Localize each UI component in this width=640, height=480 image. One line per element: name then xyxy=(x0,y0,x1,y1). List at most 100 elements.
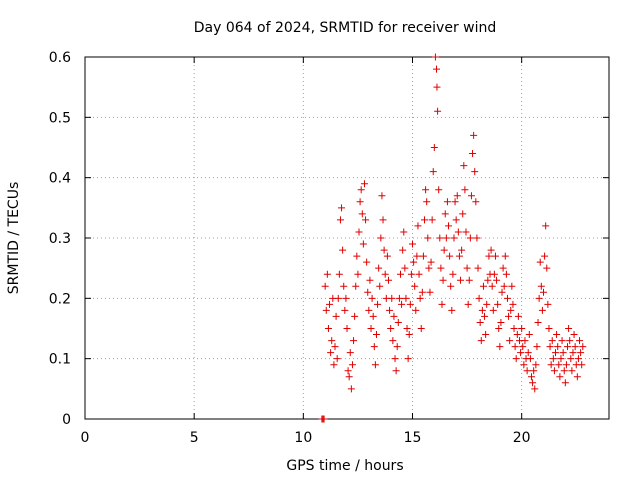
data-point xyxy=(403,325,411,332)
data-point xyxy=(404,355,412,363)
data-point xyxy=(360,180,368,188)
data-point xyxy=(459,210,467,218)
data-point xyxy=(327,349,335,357)
data-point xyxy=(450,234,458,242)
data-point xyxy=(427,258,435,266)
data-point xyxy=(489,306,497,314)
data-point xyxy=(576,337,584,345)
y-tick-label: 0.5 xyxy=(49,110,71,126)
data-point xyxy=(462,228,470,236)
data-point xyxy=(433,65,441,73)
data-point xyxy=(494,300,502,308)
data-point xyxy=(391,355,399,363)
data-point xyxy=(392,367,400,375)
data-point xyxy=(356,198,364,206)
data-point xyxy=(374,300,382,308)
data-point xyxy=(479,282,487,290)
data-point xyxy=(498,288,506,296)
data-point xyxy=(577,349,585,357)
data-point xyxy=(530,367,538,375)
data-point xyxy=(402,294,410,302)
data-point xyxy=(375,264,383,272)
data-point xyxy=(550,367,558,375)
data-point xyxy=(362,216,370,224)
data-point xyxy=(328,337,336,345)
data-point xyxy=(507,306,515,314)
data-point xyxy=(437,264,445,272)
data-point xyxy=(430,144,438,151)
data-point xyxy=(535,294,543,302)
data-point xyxy=(485,252,493,260)
data-point xyxy=(491,252,499,260)
data-point xyxy=(365,306,373,314)
data-point xyxy=(568,367,576,375)
data-point xyxy=(497,318,505,326)
data-point xyxy=(509,300,517,308)
data-point xyxy=(453,192,461,200)
data-point xyxy=(505,312,513,320)
data-point xyxy=(386,306,394,314)
data-point xyxy=(496,343,504,351)
data-point xyxy=(411,282,419,290)
data-point xyxy=(383,252,391,260)
data-point xyxy=(414,222,422,230)
data-point xyxy=(476,318,484,326)
data-point xyxy=(393,343,401,351)
data-point xyxy=(521,337,529,345)
data-point xyxy=(471,168,479,176)
data-point xyxy=(399,246,407,254)
data-points xyxy=(318,53,587,423)
x-axis-label: GPS time / hours xyxy=(286,458,403,474)
data-point xyxy=(560,367,568,375)
data-point xyxy=(335,270,343,278)
data-point xyxy=(567,355,575,363)
data-point xyxy=(355,228,363,236)
data-point xyxy=(543,264,551,272)
data-point xyxy=(552,349,560,357)
data-point xyxy=(416,294,424,302)
data-point xyxy=(574,355,582,363)
data-point xyxy=(415,270,423,278)
data-point xyxy=(409,240,416,248)
data-point xyxy=(331,343,339,351)
data-point xyxy=(323,270,331,278)
data-point xyxy=(463,264,471,272)
data-point xyxy=(418,288,426,296)
data-point xyxy=(371,361,379,369)
data-point xyxy=(358,210,366,218)
data-point xyxy=(341,306,349,314)
data-point xyxy=(339,246,347,254)
data-point xyxy=(364,288,372,296)
data-point xyxy=(435,186,443,194)
data-point xyxy=(556,373,564,381)
data-point xyxy=(429,168,437,176)
data-point xyxy=(544,300,552,308)
data-point xyxy=(531,385,539,393)
data-point xyxy=(484,276,492,284)
data-point xyxy=(493,276,501,284)
data-point xyxy=(394,318,402,326)
y-tick-label: 0.6 xyxy=(49,50,71,66)
data-point xyxy=(517,349,525,357)
data-point xyxy=(547,361,555,369)
data-point xyxy=(473,234,481,242)
data-point xyxy=(336,216,344,224)
data-point xyxy=(340,282,348,290)
data-point xyxy=(518,325,526,332)
data-point xyxy=(380,246,388,254)
data-point xyxy=(425,264,433,272)
data-point xyxy=(378,192,386,200)
data-point xyxy=(367,325,375,332)
data-point xyxy=(439,276,447,284)
data-point xyxy=(472,198,480,206)
y-tick-label: 0 xyxy=(62,412,71,428)
data-point xyxy=(368,294,376,302)
data-point xyxy=(466,234,474,242)
data-point xyxy=(557,355,565,363)
y-tick-label: 0.4 xyxy=(49,171,71,187)
data-point xyxy=(478,306,486,314)
y-tick-label: 0.1 xyxy=(49,352,71,368)
data-point xyxy=(400,228,408,236)
data-point xyxy=(458,246,466,254)
